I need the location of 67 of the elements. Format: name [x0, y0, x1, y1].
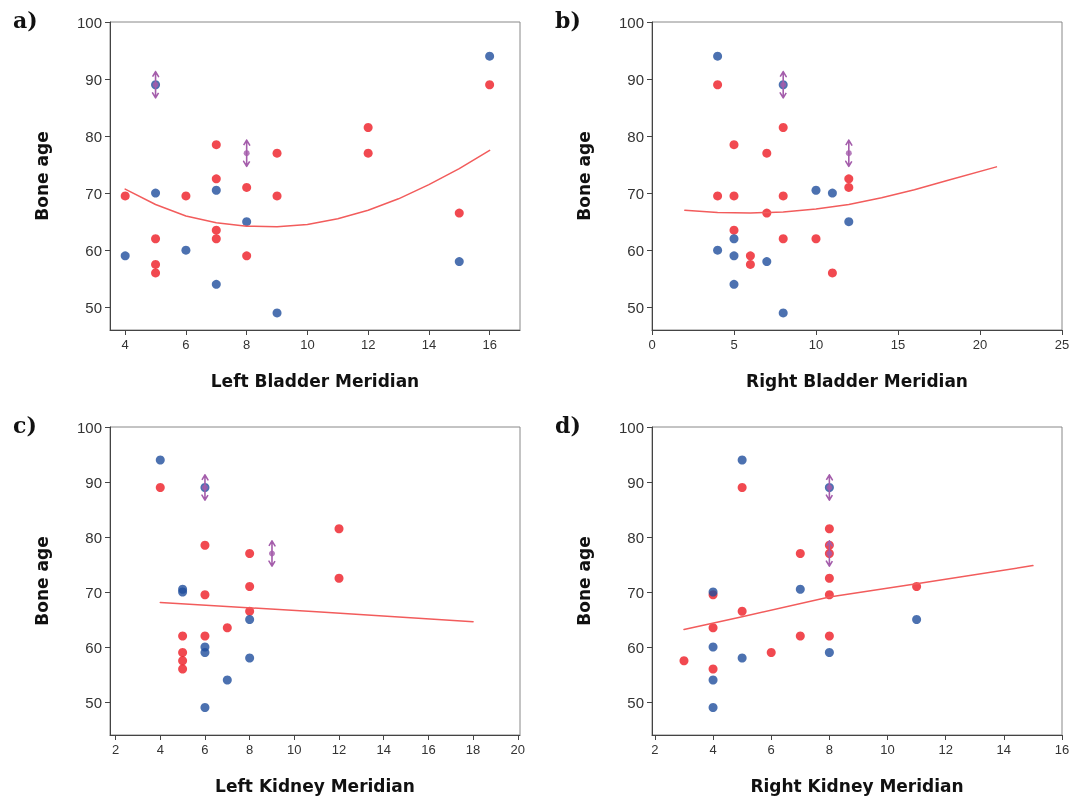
y-tick-label: 90 — [85, 473, 102, 491]
chart-title: c) — [13, 412, 37, 438]
y-tick-label: 90 — [85, 70, 102, 88]
x-tick-label: 10 — [300, 337, 315, 352]
y-tick-label: 80 — [85, 127, 102, 145]
x-tick-label: 10 — [808, 337, 824, 352]
x-tick-label: 8 — [246, 742, 254, 757]
x-tick-label: 12 — [938, 742, 953, 757]
x-tick-label: 16 — [482, 337, 497, 352]
y-tick-label: 80 — [627, 528, 644, 546]
x-tick-label: 8 — [825, 742, 833, 757]
x-tick-label: 10 — [880, 742, 895, 757]
y-axis-title: Bone age — [573, 536, 594, 626]
y-axis-title: Bone age — [31, 131, 52, 221]
y-tick-label: 50 — [85, 298, 102, 316]
x-tick-label: 10 — [287, 742, 302, 757]
x-tick-label: 15 — [890, 337, 906, 352]
y-tick-label: 70 — [85, 583, 102, 601]
x-tick-label: 12 — [331, 742, 347, 757]
x-tick-label: 2 — [111, 742, 120, 757]
y-tick-label: 100 — [618, 13, 644, 31]
y-tick-label: 90 — [627, 70, 644, 88]
chart-title: d) — [555, 412, 581, 438]
y-tick-label: 100 — [618, 418, 644, 436]
y-tick-label: 100 — [76, 13, 102, 31]
chart-title: a) — [13, 7, 38, 33]
x-tick-label: 25 — [1054, 337, 1070, 352]
y-tick-label: 70 — [627, 184, 644, 202]
x-tick-label: 6 — [767, 742, 775, 757]
x-tick-label: 20 — [510, 742, 525, 757]
y-tick-label: 60 — [627, 241, 644, 259]
x-tick-label: 6 — [201, 742, 209, 757]
x-tick-label: 4 — [709, 742, 717, 757]
x-tick-label: 16 — [421, 742, 436, 757]
x-tick-label: 2 — [651, 742, 659, 757]
x-tick-label: 14 — [421, 337, 437, 352]
y-tick-label: 90 — [627, 473, 644, 491]
x-tick-label: 0 — [648, 337, 656, 352]
x-tick-label: 12 — [360, 337, 376, 352]
x-axis-title: Right Kidney Meridian — [750, 775, 964, 796]
y-axis-title: Bone age — [31, 536, 52, 626]
y-tick-label: 60 — [627, 638, 644, 656]
y-tick-label: 70 — [627, 583, 644, 601]
x-tick-label: 14 — [996, 742, 1012, 757]
x-tick-label: 8 — [243, 337, 251, 352]
y-tick-label: 70 — [85, 184, 102, 202]
x-tick-label: 6 — [182, 337, 190, 352]
y-axis-title: Bone age — [573, 131, 594, 221]
x-tick-label: 18 — [465, 742, 481, 757]
y-tick-label: 60 — [85, 241, 102, 259]
y-tick-label: 50 — [627, 298, 644, 316]
x-axis-title: Right Bladder Meridian — [746, 370, 968, 391]
y-tick-label: 100 — [76, 418, 102, 436]
y-tick-label: 80 — [627, 127, 644, 145]
x-axis-title: Left Bladder Meridian — [210, 370, 420, 391]
x-tick-label: 4 — [121, 337, 129, 352]
chart-title: b) — [555, 7, 581, 33]
y-tick-label: 50 — [85, 693, 102, 711]
x-tick-label: 4 — [156, 742, 164, 757]
y-tick-label: 80 — [85, 528, 102, 546]
x-tick-label: 5 — [730, 337, 738, 352]
x-tick-label: 16 — [1054, 742, 1070, 757]
x-axis-title: Left Kidney Meridian — [215, 775, 415, 796]
y-tick-label: 50 — [627, 693, 644, 711]
y-tick-label: 60 — [85, 638, 102, 656]
x-tick-label: 20 — [972, 337, 988, 352]
x-tick-label: 14 — [376, 742, 391, 757]
